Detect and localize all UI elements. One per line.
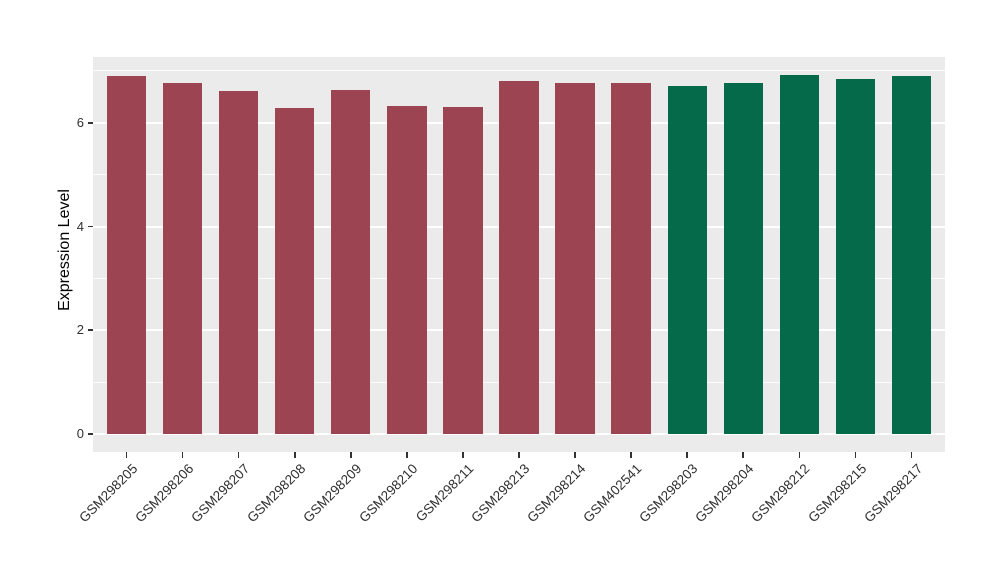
y-tick-mark	[87, 225, 93, 228]
x-tick-label: GSM298214	[524, 461, 589, 526]
x-tick-mark	[125, 452, 128, 458]
x-tick-mark	[742, 452, 744, 458]
bar	[163, 83, 203, 434]
x-tick-label: GSM298206	[132, 461, 197, 526]
x-tick-mark	[406, 452, 408, 458]
x-tick-mark	[181, 452, 184, 458]
bar	[891, 75, 931, 434]
bar	[499, 81, 539, 434]
x-tick-label: GSM298217	[860, 461, 925, 526]
bar	[275, 107, 315, 434]
x-tick-label: GSM298205	[76, 461, 141, 526]
x-tick-mark	[518, 452, 520, 458]
bar	[779, 74, 819, 434]
bar	[723, 83, 763, 434]
x-tick-mark	[462, 452, 464, 458]
y-tick-mark	[87, 433, 93, 435]
x-tick-mark	[350, 452, 352, 458]
y-axis-title: Expression Level	[56, 189, 73, 311]
y-tick-label: 4	[76, 218, 84, 234]
x-tick-label: GSM298212	[748, 461, 813, 526]
x-tick-label: GSM298208	[244, 461, 309, 526]
y-tick-label: 2	[76, 322, 84, 338]
x-tick-label: GSM298210	[356, 461, 421, 526]
y-tick-mark	[87, 122, 93, 124]
x-tick-mark	[910, 452, 913, 458]
x-tick-mark	[237, 452, 240, 458]
bar	[107, 75, 147, 434]
bar	[611, 83, 651, 434]
y-tick-label: 0	[76, 425, 84, 441]
x-tick-mark	[686, 452, 688, 458]
x-tick-label: GSM298207	[188, 461, 253, 526]
bar	[219, 90, 259, 434]
x-tick-label: GSM298211	[413, 461, 477, 525]
x-tick-label: GSM298203	[636, 461, 701, 526]
x-tick-label: GSM298215	[804, 461, 869, 526]
gridline-major	[93, 432, 945, 435]
x-tick-label: GSM298209	[300, 461, 365, 526]
x-tick-label: GSM402541	[580, 461, 645, 526]
bar	[667, 85, 707, 434]
x-tick-mark	[574, 452, 576, 458]
x-tick-mark	[630, 452, 632, 458]
bar	[835, 79, 875, 434]
x-tick-label: GSM298213	[468, 461, 533, 526]
bar	[331, 89, 371, 434]
bar	[387, 105, 427, 434]
x-tick-label: GSM298204	[692, 461, 757, 526]
x-tick-mark	[294, 452, 296, 458]
gridline-minor	[93, 70, 945, 72]
y-tick-label: 6	[76, 114, 84, 130]
bar	[555, 83, 595, 434]
x-tick-mark	[798, 452, 800, 458]
x-tick-mark	[854, 452, 857, 458]
bar	[443, 107, 483, 434]
y-tick-mark	[87, 329, 93, 331]
